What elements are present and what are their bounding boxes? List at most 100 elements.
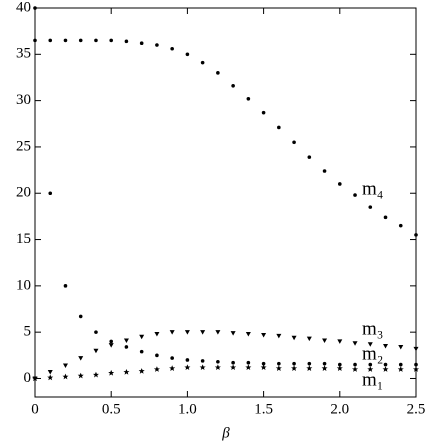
x-tick-label: 2.0: [330, 401, 349, 417]
point: [124, 345, 129, 349]
point: [321, 365, 328, 371]
point: [322, 169, 327, 173]
point: [154, 332, 160, 337]
point: [291, 335, 297, 341]
point: [352, 366, 359, 372]
point: [108, 369, 115, 376]
y-tick-label: 10: [16, 277, 31, 293]
y-tick-label: 30: [16, 92, 31, 108]
x-tick-label: 1.5: [254, 401, 273, 417]
point: [92, 371, 99, 378]
point: [62, 373, 69, 380]
point: [169, 365, 176, 371]
point: [245, 332, 251, 337]
point: [292, 361, 296, 366]
point: [216, 71, 220, 75]
point: [307, 155, 312, 159]
point: [306, 336, 312, 342]
point: [291, 365, 298, 371]
x-axis-label: β: [221, 425, 230, 441]
point: [353, 193, 357, 197]
point: [292, 140, 296, 145]
point: [200, 60, 205, 65]
point: [322, 338, 328, 344]
point: [277, 361, 281, 366]
point: [413, 346, 419, 352]
point: [337, 339, 343, 344]
y-tick-label: 5: [24, 324, 32, 340]
point: [184, 364, 191, 371]
point: [246, 96, 251, 101]
point: [78, 38, 83, 43]
point: [261, 110, 266, 115]
y-tick-label: 15: [16, 231, 31, 247]
point: [155, 43, 159, 47]
point: [413, 366, 419, 372]
point: [215, 330, 221, 335]
point: [277, 125, 281, 130]
point: [155, 353, 159, 358]
point: [78, 314, 83, 319]
point: [62, 363, 68, 369]
point: [185, 52, 190, 57]
x-tick-label: 0: [31, 401, 39, 417]
point: [33, 38, 37, 43]
point: [153, 366, 160, 372]
point: [78, 356, 84, 361]
y-tick-label: 25: [16, 138, 31, 154]
point: [48, 191, 53, 196]
point: [307, 361, 312, 366]
point: [397, 366, 404, 372]
point: [383, 215, 388, 220]
point: [200, 359, 205, 363]
point: [336, 365, 343, 371]
point: [352, 341, 358, 346]
point: [306, 365, 313, 371]
point: [47, 369, 53, 375]
point: [170, 356, 174, 360]
point: [398, 344, 404, 350]
point: [367, 366, 374, 372]
point: [33, 6, 37, 10]
point: [77, 372, 84, 379]
point: [383, 362, 388, 367]
point: [184, 330, 190, 335]
point: [94, 330, 98, 334]
point: [124, 39, 129, 44]
point: [169, 330, 175, 335]
point: [32, 375, 38, 382]
point: [322, 361, 327, 366]
point: [367, 342, 373, 347]
point: [108, 343, 114, 348]
point: [276, 333, 282, 339]
point: [383, 344, 389, 349]
point: [48, 38, 53, 43]
point: [230, 364, 237, 371]
point: [185, 358, 190, 362]
series-label: m₃: [362, 318, 383, 339]
point: [275, 365, 282, 371]
point: [414, 362, 418, 367]
series-label: m₄: [362, 178, 383, 199]
point: [214, 364, 221, 371]
point: [338, 182, 342, 186]
series-label: m₁: [362, 369, 383, 390]
point: [398, 362, 403, 367]
series-label: m₂: [362, 343, 383, 364]
point: [261, 332, 267, 338]
point: [414, 233, 418, 237]
y-tick-label: 0: [24, 370, 32, 386]
point: [338, 362, 342, 367]
point: [231, 360, 235, 365]
point: [139, 41, 144, 45]
y-tick-label: 20: [16, 185, 31, 201]
point: [368, 362, 373, 367]
point: [216, 360, 220, 364]
point: [353, 362, 357, 367]
point: [63, 38, 68, 43]
point: [109, 38, 113, 43]
point: [260, 364, 267, 371]
point: [94, 38, 98, 43]
point: [245, 364, 252, 371]
